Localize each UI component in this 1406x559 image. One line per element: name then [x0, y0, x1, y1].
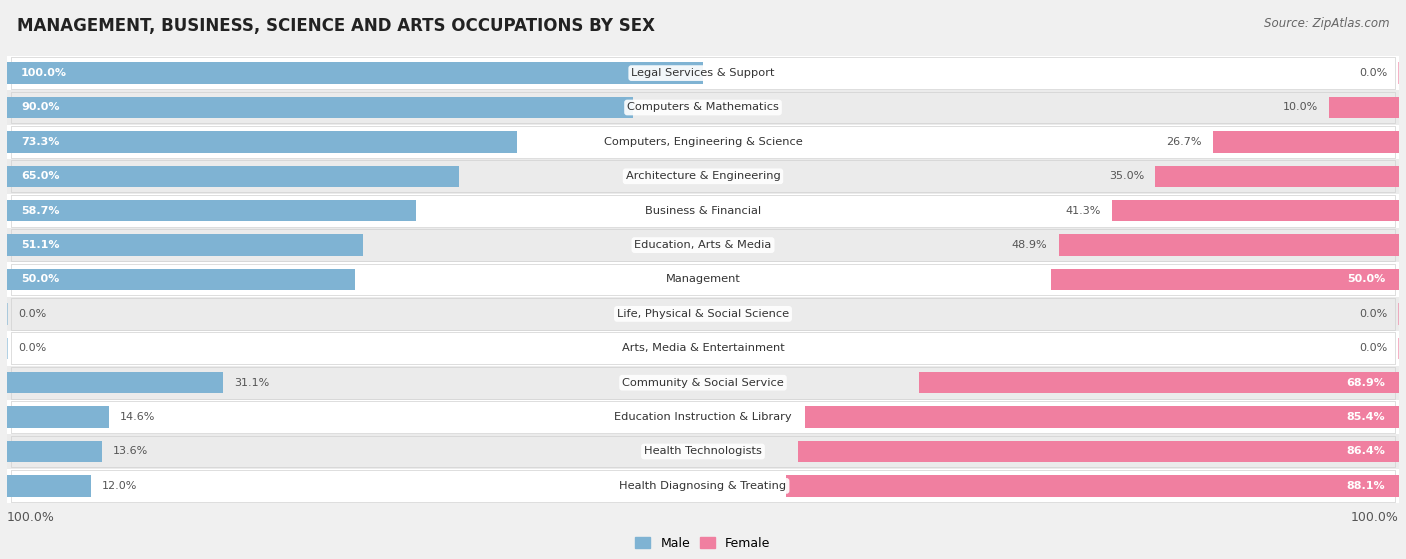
Text: Arts, Media & Entertainment: Arts, Media & Entertainment	[621, 343, 785, 353]
Bar	[7, 406, 108, 428]
Text: Life, Physical & Social Science: Life, Physical & Social Science	[617, 309, 789, 319]
Bar	[7, 441, 101, 462]
Text: 88.1%: 88.1%	[1347, 481, 1385, 491]
Text: 73.3%: 73.3%	[21, 137, 59, 147]
Text: 0.0%: 0.0%	[18, 343, 46, 353]
Text: Health Technologists: Health Technologists	[644, 447, 762, 457]
Text: Community & Social Service: Community & Social Service	[621, 378, 785, 388]
Text: 58.7%: 58.7%	[21, 206, 59, 216]
Bar	[7, 234, 363, 256]
Bar	[1059, 234, 1399, 256]
Text: Legal Services & Support: Legal Services & Support	[631, 68, 775, 78]
Bar	[7, 331, 1399, 366]
Bar	[7, 131, 517, 153]
Text: 0.0%: 0.0%	[1360, 309, 1388, 319]
Text: 12.0%: 12.0%	[101, 481, 136, 491]
Bar	[7, 200, 416, 221]
Text: 35.0%: 35.0%	[1109, 171, 1144, 181]
Bar	[11, 401, 1395, 433]
Bar	[7, 434, 1399, 468]
Bar	[11, 195, 1395, 226]
Bar	[786, 475, 1399, 496]
Bar	[11, 298, 1395, 330]
Text: 41.3%: 41.3%	[1064, 206, 1101, 216]
Text: Computers, Engineering & Science: Computers, Engineering & Science	[603, 137, 803, 147]
Bar	[7, 468, 1399, 503]
Bar	[11, 470, 1395, 502]
Text: 14.6%: 14.6%	[120, 412, 155, 422]
Text: Computers & Mathematics: Computers & Mathematics	[627, 102, 779, 112]
Bar	[11, 435, 1395, 467]
Bar	[7, 475, 90, 496]
Text: Source: ZipAtlas.com: Source: ZipAtlas.com	[1264, 17, 1389, 30]
Bar	[1156, 165, 1399, 187]
Text: 90.0%: 90.0%	[21, 102, 59, 112]
Text: 31.1%: 31.1%	[235, 378, 270, 388]
Bar	[7, 159, 1399, 193]
Bar	[7, 372, 224, 394]
Bar	[11, 57, 1395, 89]
Bar	[7, 400, 1399, 434]
Bar	[11, 333, 1395, 364]
Bar	[1330, 97, 1399, 118]
Text: 13.6%: 13.6%	[112, 447, 148, 457]
Text: 65.0%: 65.0%	[21, 171, 59, 181]
Text: Education, Arts & Media: Education, Arts & Media	[634, 240, 772, 250]
Bar	[1112, 200, 1399, 221]
Bar	[7, 297, 1399, 331]
Bar	[7, 193, 1399, 228]
Bar	[7, 269, 354, 290]
Text: Architecture & Engineering: Architecture & Engineering	[626, 171, 780, 181]
Text: MANAGEMENT, BUSINESS, SCIENCE AND ARTS OCCUPATIONS BY SEX: MANAGEMENT, BUSINESS, SCIENCE AND ARTS O…	[17, 17, 655, 35]
Text: 0.0%: 0.0%	[1360, 343, 1388, 353]
Text: Education Instruction & Library: Education Instruction & Library	[614, 412, 792, 422]
Bar	[7, 228, 1399, 262]
Text: 0.0%: 0.0%	[1360, 68, 1388, 78]
Bar	[920, 372, 1399, 394]
Legend: Male, Female: Male, Female	[630, 532, 776, 555]
Bar	[7, 262, 1399, 297]
Bar	[7, 56, 1399, 91]
Bar	[7, 63, 703, 84]
Bar	[11, 92, 1395, 124]
Bar	[1052, 269, 1399, 290]
Text: Management: Management	[665, 274, 741, 285]
Text: 48.9%: 48.9%	[1012, 240, 1047, 250]
Bar	[7, 97, 633, 118]
Bar	[804, 406, 1399, 428]
Text: 26.7%: 26.7%	[1167, 137, 1202, 147]
Bar	[7, 125, 1399, 159]
Bar	[7, 91, 1399, 125]
Text: 100.0%: 100.0%	[7, 511, 55, 524]
Bar	[7, 366, 1399, 400]
Text: 50.0%: 50.0%	[1347, 274, 1385, 285]
Text: 51.1%: 51.1%	[21, 240, 59, 250]
Text: 50.0%: 50.0%	[21, 274, 59, 285]
Bar	[7, 165, 460, 187]
Text: 86.4%: 86.4%	[1346, 447, 1385, 457]
Text: 100.0%: 100.0%	[1351, 511, 1399, 524]
Bar	[11, 160, 1395, 192]
Bar	[797, 441, 1399, 462]
Text: 68.9%: 68.9%	[1346, 378, 1385, 388]
Text: 100.0%: 100.0%	[21, 68, 67, 78]
Text: 0.0%: 0.0%	[18, 309, 46, 319]
Text: 85.4%: 85.4%	[1347, 412, 1385, 422]
Bar	[11, 229, 1395, 261]
Bar	[1213, 131, 1399, 153]
Bar	[11, 126, 1395, 158]
Bar	[11, 264, 1395, 295]
Text: 10.0%: 10.0%	[1284, 102, 1319, 112]
Text: Health Diagnosing & Treating: Health Diagnosing & Treating	[620, 481, 786, 491]
Text: Business & Financial: Business & Financial	[645, 206, 761, 216]
Bar	[11, 367, 1395, 399]
